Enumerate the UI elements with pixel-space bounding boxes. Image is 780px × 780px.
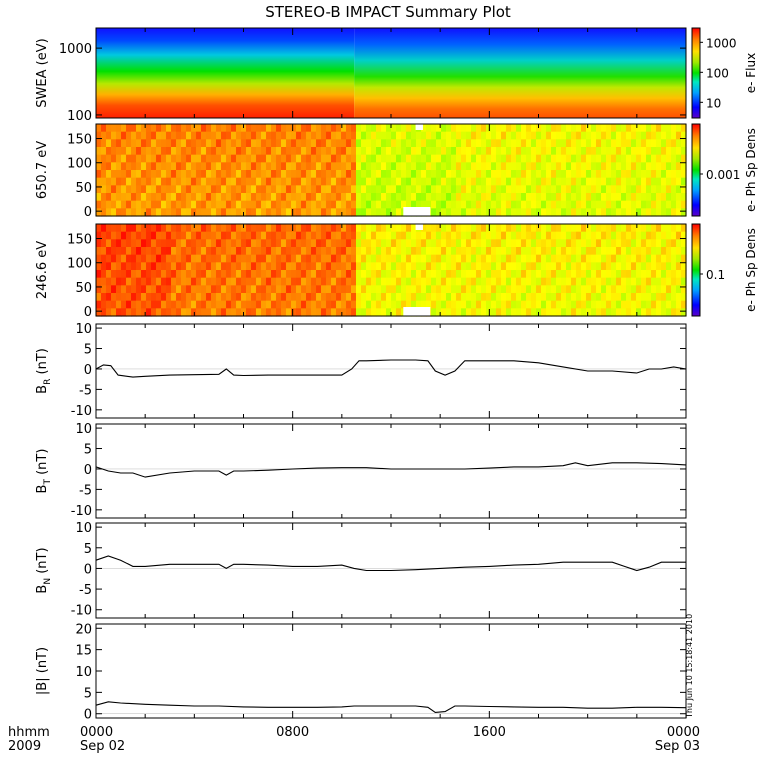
y-tick-label-2: 50 [75, 181, 92, 196]
colorbar [691, 123, 701, 217]
colorbar-tick-label-2: 100 [706, 66, 729, 80]
y-tick-label-4: 150 [67, 233, 92, 248]
y-tick-label-3: 0 [84, 363, 92, 378]
time-tick-label-3: 1600 [473, 725, 506, 740]
y-tick-label-1: 0 [84, 708, 92, 723]
time-axis-corner-label-2: 2009 [8, 739, 41, 754]
y-axis-label-main: |B| [35, 677, 50, 695]
time-tick-label-1: 0000 [80, 725, 113, 740]
y-axis-label: |B| (nT) [35, 647, 50, 695]
heatmap-band-early [96, 28, 355, 118]
y-tick-label-5: 10 [75, 322, 92, 337]
y-axis-label-main: SWEA (eV) [35, 38, 50, 107]
colorbar-label: e- Ph Sp Dens [744, 128, 758, 212]
y-tick-label-1: -10 [71, 504, 92, 519]
time-tick-date-1: Sep 02 [80, 739, 125, 754]
y-tick-label-3: 0 [84, 463, 92, 478]
y-tick-label-1: 0 [84, 305, 92, 320]
y-tick-label-4: 5 [84, 343, 92, 358]
y-tick-label-3: 10 [75, 665, 92, 680]
y-tick-label-2: -5 [79, 483, 92, 498]
series-line-7 [95, 701, 687, 713]
y-tick-label-4: 15 [75, 644, 92, 659]
y-axis-label-main: B [35, 485, 50, 494]
data-gap [415, 124, 423, 130]
y-axis-label: SWEA (eV) [35, 38, 50, 107]
y-tick-label-3: 100 [67, 157, 92, 172]
y-axis-label-unit: (nT) [35, 348, 50, 378]
heatmap-image [96, 28, 686, 118]
y-axis-label: BN (nT) [35, 547, 53, 593]
chart-title: STEREO-B IMPACT Summary Plot [265, 3, 511, 21]
series-line-5 [95, 462, 687, 478]
y-axis-label-main: 650.7 eV [35, 141, 50, 199]
data-gap [415, 224, 423, 230]
colorbar-label: e- Flux [744, 53, 758, 93]
y-tick-label-1: 100 [67, 109, 92, 124]
y-tick-label-2: -5 [79, 383, 92, 398]
data-gap [403, 207, 431, 216]
y-axis-label-unit: (nT) [35, 449, 50, 479]
colorbar-tick-label-1: 0.1 [706, 268, 725, 282]
y-tick-label-5: 20 [75, 622, 92, 637]
y-tick-label-4: 150 [67, 133, 92, 148]
plot-frame [95, 423, 687, 519]
time-tick-label-4: 0000 [667, 725, 700, 740]
y-tick-label-5: 10 [75, 422, 92, 437]
panel-2: 0.001 e- Ph Sp Dens 0 50 100 150 650.7 eV [35, 123, 758, 220]
heatmap-image [96, 224, 687, 317]
y-axis-label: 650.7 eV [35, 141, 50, 199]
y-tick-label-1: 0 [84, 205, 92, 220]
y-axis-label: BT (nT) [35, 449, 53, 494]
panel-4: -10 -5 0 5 10 BR (nT) [35, 322, 687, 419]
y-axis-label: BR (nT) [35, 348, 53, 394]
colorbar [691, 27, 701, 119]
y-tick-label-4: 5 [84, 542, 92, 557]
plot-frame [95, 623, 687, 719]
y-axis-label-main: B [35, 585, 50, 594]
y-tick-label-3: 0 [84, 562, 92, 577]
data-gap [403, 307, 431, 316]
series-line-4 [95, 359, 687, 378]
time-tick-label-2: 0800 [276, 725, 309, 740]
y-axis-label: 246.6 eV [35, 241, 50, 299]
colorbar-tick-label-1: 10 [706, 96, 721, 110]
heatmap-image [96, 124, 687, 217]
time-axis-corner-label-1: hhmm [8, 725, 50, 740]
y-tick-label-3: 100 [67, 257, 92, 272]
heatmap-band-late [354, 28, 686, 118]
y-axis-label-unit: (nT) [35, 547, 50, 577]
y-tick-label-1: -10 [71, 604, 92, 619]
y-tick-label-2: -5 [79, 583, 92, 598]
y-tick-label-2: 5 [84, 686, 92, 701]
colorbar-label: e- Ph Sp Dens [744, 228, 758, 312]
y-axis-label-subscript: T [43, 479, 53, 486]
y-tick-label-5: 10 [75, 521, 92, 536]
y-tick-label-2: 1000 [59, 42, 92, 57]
y-axis-label-subscript: R [43, 379, 53, 385]
panel-7: 0 5 10 15 20 |B| (nT) [35, 622, 687, 723]
time-tick-date-4: Sep 03 [655, 739, 700, 754]
panel-5: -10 -5 0 5 10 BT (nT) [35, 422, 687, 519]
panel-1: 10 100 1000 e- Flux 100 1000 SWEA (eV) [35, 27, 758, 124]
y-axis-label-main: 246.6 eV [35, 241, 50, 299]
y-axis-label-subscript: N [43, 578, 53, 585]
colorbar-tick-label-3: 1000 [706, 36, 737, 50]
colorbar [691, 223, 701, 317]
panel-3: 0.1 e- Ph Sp Dens 0 50 100 150 246.6 eV [35, 223, 758, 320]
y-tick-label-2: 50 [75, 281, 92, 296]
y-tick-label-1: -10 [71, 404, 92, 419]
colorbar-tick-label-1: 0.001 [706, 168, 740, 182]
panel-6: -10 -5 0 5 10 BN (nT) [35, 521, 687, 619]
series-line-6 [95, 555, 686, 572]
y-axis-label-main: B [35, 385, 50, 394]
y-tick-label-4: 5 [84, 443, 92, 458]
y-axis-label-unit: (nT) [35, 647, 50, 677]
timestamp-stamp: Thu Jun 10 15:18:41 2010 [685, 614, 694, 719]
